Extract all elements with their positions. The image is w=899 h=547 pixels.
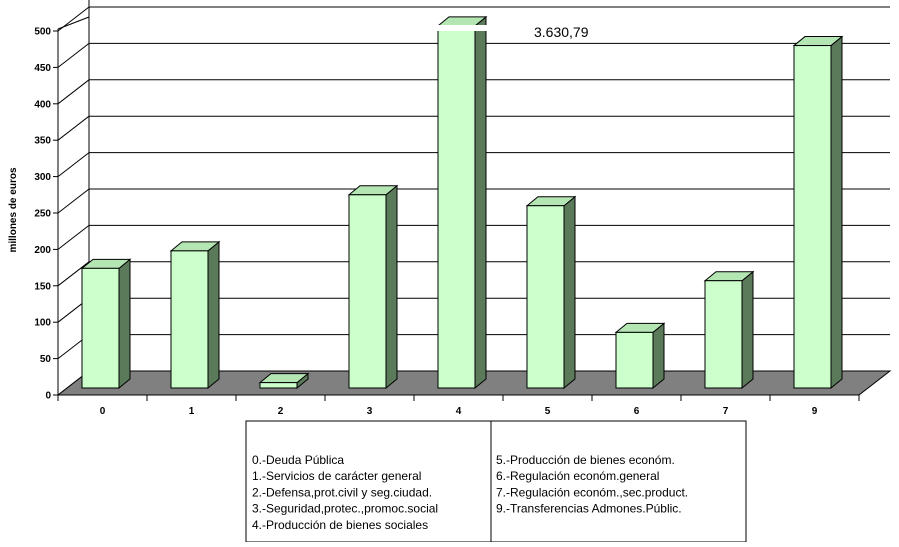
gridline-diagonal — [57, 261, 90, 287]
bar-side — [830, 35, 843, 390]
legend-entry: 9.-Transferencias Admones.Públic. — [496, 502, 682, 516]
y-tick-label: 0 — [45, 391, 51, 402]
y-axis-label: millones de euros — [8, 167, 19, 252]
gridline-diagonal — [57, 43, 90, 68]
legend-entry: 4.-Producción de bienes sociales — [252, 518, 428, 532]
x-tick-label: 2 — [278, 406, 284, 417]
bar-side — [474, 15, 487, 390]
bar — [80, 258, 132, 390]
bar-front — [81, 267, 120, 389]
bar — [436, 15, 490, 390]
bar-side — [652, 322, 665, 390]
y-tick-label: 400 — [34, 99, 51, 110]
legend-entry: 6.-Regulación económ.general — [496, 469, 659, 483]
bar-front — [704, 280, 743, 389]
bar — [258, 372, 310, 390]
bar — [347, 184, 399, 390]
bar — [614, 322, 666, 390]
x-tick-label: 9 — [812, 406, 818, 417]
x-tick-label: 6 — [634, 406, 640, 417]
bar-front — [348, 194, 387, 389]
legend-box — [245, 420, 747, 543]
bars — [80, 15, 844, 390]
y-tick-label: 450 — [34, 63, 51, 74]
gridlines — [57, 6, 890, 396]
tick-labels: 0 50 100 150 200 250 300 350 400 450 500 0 1 2 3 4 5 6 7 9 — [34, 27, 817, 418]
gridline-diagonal — [57, 115, 90, 141]
y-tick-label: 300 — [34, 172, 51, 183]
x-tick-label: 0 — [100, 406, 106, 417]
legend-entry: 7.-Regulación económ.,sec.product. — [496, 485, 688, 499]
x-tick-label: 1 — [189, 406, 195, 417]
bar-side — [118, 258, 131, 390]
y-tick-label: 500 — [34, 27, 51, 38]
x-tick-label: 3 — [367, 406, 373, 417]
broken-bar-value-label: 3.630,79 — [534, 24, 589, 40]
gridline-diagonal — [57, 225, 90, 250]
y-tick-label: 250 — [34, 209, 51, 220]
legend-entry: 5.-Producción de bienes económ. — [496, 453, 675, 467]
bar-side — [741, 270, 754, 390]
y-tick-label: 350 — [34, 136, 51, 147]
x-tick-label: 4 — [456, 406, 462, 417]
x-tick-label: 5 — [545, 406, 551, 417]
bar-side — [207, 240, 220, 390]
bar — [703, 270, 755, 390]
y-tick-label: 200 — [34, 245, 51, 256]
legend-entry: 3.-Seguridad,protec.,promoc.social — [252, 502, 438, 516]
y-tick-label: 50 — [40, 354, 52, 365]
bar-front — [615, 331, 654, 389]
y-tick-label: 100 — [34, 318, 51, 329]
bar — [169, 240, 221, 390]
legend-entry: 2.-Defensa,prot.civil y seg.ciudad. — [252, 485, 432, 499]
legend-entry: 1.-Servicios de carácter general — [252, 469, 421, 483]
gridline-diagonal — [57, 152, 90, 177]
bar-side — [385, 184, 398, 390]
axes — [53, 0, 860, 401]
bar-front — [437, 25, 476, 389]
bar-front — [170, 250, 209, 389]
bar-side — [563, 195, 576, 390]
y-tick-label: 150 — [34, 281, 51, 292]
y-axis-top-diagonal — [57, 16, 90, 30]
legend-entry: 0.-Deuda Pública — [252, 453, 344, 467]
gridline-diagonal — [57, 188, 90, 214]
bar-front — [526, 205, 565, 389]
bar — [792, 35, 844, 390]
x-tick-label: 7 — [723, 406, 729, 417]
legend: 0.-Deuda Pública 1.-Servicios de carácter… — [245, 420, 747, 543]
axis-break-mark — [436, 25, 490, 31]
bar-front — [793, 45, 832, 389]
gridline-diagonal — [57, 79, 90, 105]
bar-front — [259, 382, 298, 389]
bar — [525, 195, 577, 390]
